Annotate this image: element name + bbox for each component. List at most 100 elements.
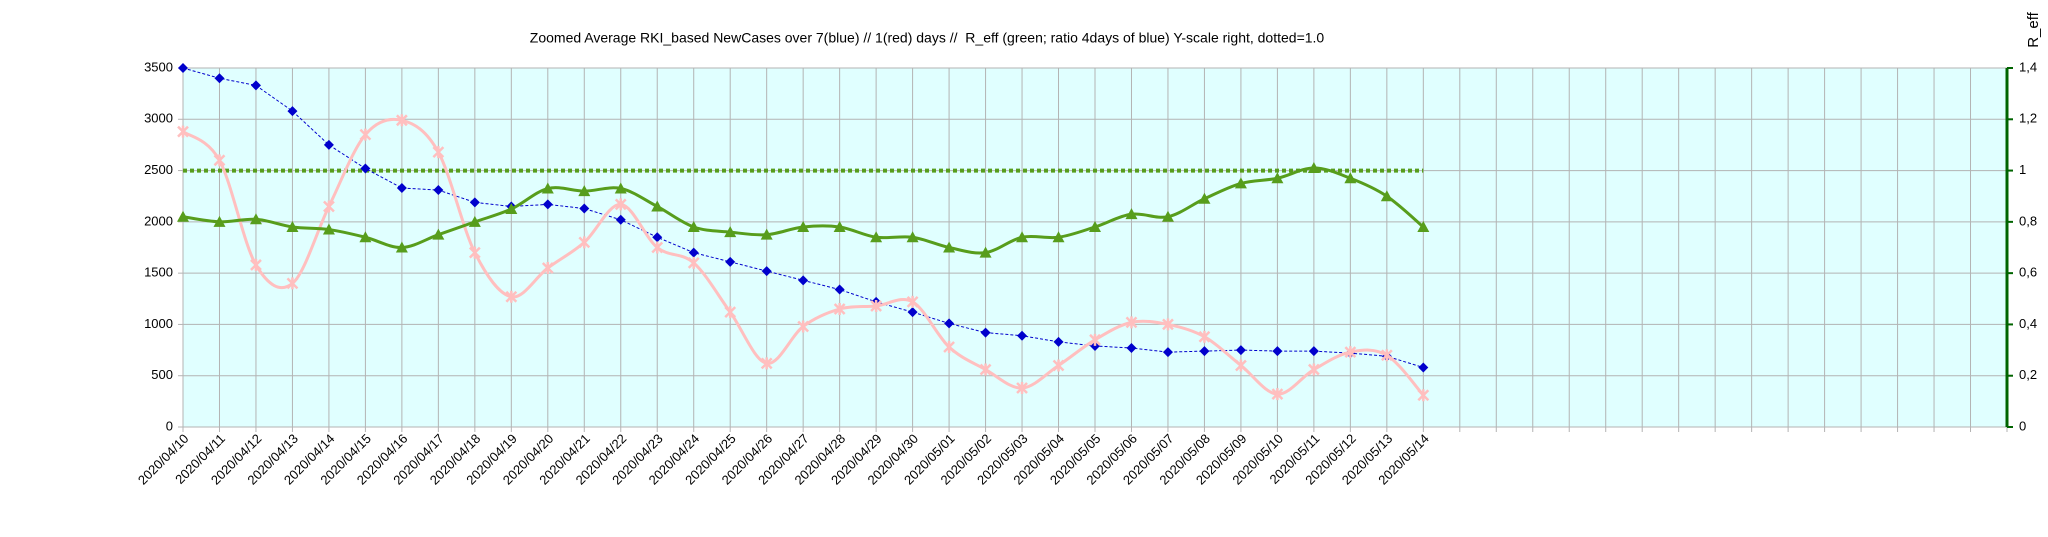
point (1089, 220, 1101, 232)
point (1198, 330, 1211, 343)
y-tick-label: 500 (151, 367, 173, 382)
point (468, 215, 481, 227)
y2-tick-label: 1 (2019, 162, 2026, 177)
point (724, 226, 737, 238)
point (177, 125, 189, 138)
point (1344, 346, 1357, 359)
point (214, 73, 225, 84)
point (579, 203, 590, 214)
point (578, 236, 591, 249)
point (1017, 330, 1028, 341)
point (1053, 336, 1064, 347)
y-tick-label: 2500 (144, 162, 173, 177)
point (360, 163, 371, 174)
point (396, 183, 407, 194)
point (797, 320, 810, 333)
point (213, 154, 226, 167)
point (542, 199, 553, 210)
point (615, 214, 626, 225)
point (178, 63, 188, 73)
point (1125, 316, 1138, 329)
point (688, 247, 699, 258)
y2-tick-label: 1,2 (2019, 111, 2037, 126)
point (834, 284, 845, 295)
y2-tick-label: 0 (2019, 418, 2026, 433)
point (468, 246, 481, 259)
point (1162, 347, 1173, 358)
point (651, 200, 664, 212)
point (652, 232, 663, 243)
point (1417, 389, 1430, 402)
point (1199, 346, 1210, 357)
point (323, 200, 335, 213)
point (906, 295, 919, 308)
point (541, 262, 554, 275)
point (687, 256, 700, 269)
point (651, 241, 664, 254)
point (322, 223, 335, 235)
point (286, 277, 299, 290)
point (906, 231, 919, 243)
point (1126, 343, 1137, 354)
y-tick-label: 1500 (144, 265, 173, 280)
point (943, 241, 956, 253)
point (213, 215, 226, 227)
point (1089, 333, 1101, 346)
point (980, 327, 991, 338)
point (1272, 346, 1283, 357)
point (1307, 162, 1320, 174)
point (870, 299, 883, 312)
point (1417, 220, 1430, 232)
y2-tick-label: 1,4 (2019, 59, 2037, 74)
point (1161, 210, 1174, 222)
point (1016, 231, 1029, 243)
point (614, 182, 627, 194)
point (250, 258, 262, 271)
y-tick-label: 0 (166, 418, 173, 433)
point (797, 220, 810, 232)
y2-tick-label: 0,2 (2019, 367, 2037, 382)
point (395, 114, 408, 127)
y-tick-label: 2000 (144, 213, 173, 228)
point (979, 363, 992, 376)
point (979, 246, 992, 258)
point (1418, 362, 1429, 373)
point (724, 306, 737, 319)
y-tick-label: 3500 (144, 59, 173, 74)
point (1234, 177, 1247, 189)
point (578, 185, 591, 197)
point (359, 128, 372, 141)
point (505, 203, 518, 215)
point (505, 290, 518, 303)
point (1016, 382, 1028, 395)
point (760, 228, 773, 240)
point (944, 318, 955, 329)
point (432, 228, 445, 240)
point (1125, 208, 1138, 220)
point (395, 241, 408, 253)
point (1235, 359, 1247, 372)
point (687, 220, 700, 232)
point (286, 220, 299, 232)
point (760, 357, 773, 370)
point (1380, 349, 1393, 362)
point (1052, 231, 1065, 243)
point (469, 197, 480, 208)
point (870, 231, 883, 243)
point (1052, 359, 1065, 372)
y2-axis-label: R_eff (2025, 11, 2042, 47)
point (614, 198, 627, 211)
point (287, 106, 298, 117)
point (761, 266, 772, 277)
point (833, 303, 846, 316)
point (433, 185, 444, 196)
chart-title: Zoomed Average RKI_based NewCases over 7… (530, 30, 1325, 46)
point (1344, 172, 1357, 184)
point (725, 256, 736, 267)
point (1162, 318, 1174, 331)
y2-tick-label: 0,8 (2019, 213, 2037, 228)
point (1308, 346, 1319, 357)
point (177, 210, 189, 222)
point (432, 146, 445, 159)
